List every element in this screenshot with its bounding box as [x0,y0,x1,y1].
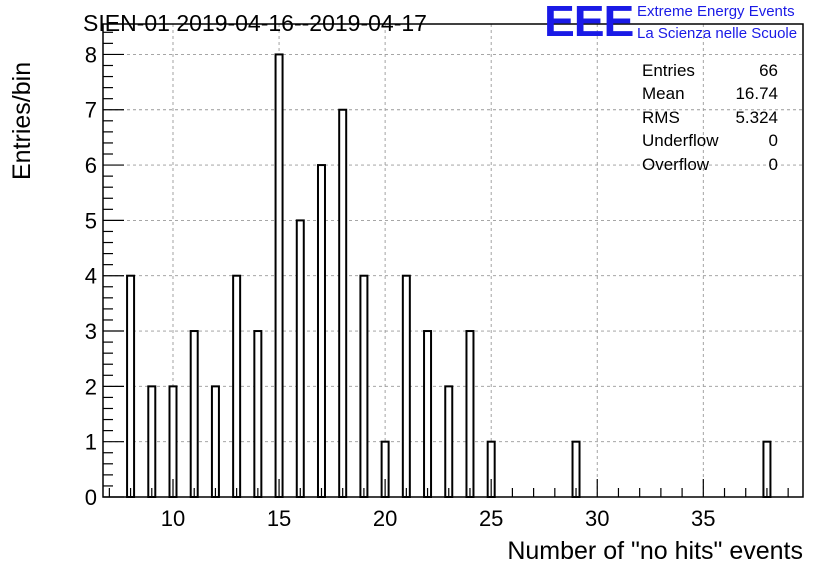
y-axis-label: Entries/bin [8,61,36,180]
x-tick-label: 25 [479,506,503,531]
stats-value: 66 [759,61,778,80]
x-axis-label: Number of "no hits" events [507,537,803,565]
stats-row-overflow: Overflow 0 [642,155,778,178]
histogram-bar [444,385,454,498]
y-tick-label: 4 [85,264,97,289]
histogram-bar [423,330,433,498]
axis-ticks [103,31,789,498]
y-tick-label: 0 [85,485,97,510]
x-tick-label: 10 [161,506,185,531]
histogram-bar [359,274,369,498]
x-tick-label: 15 [267,506,291,531]
histogram-bars [126,53,772,499]
chart-title: SIEN-01 2019-04-16--2019-04-17 [83,10,427,36]
stats-value: 16.74 [735,84,778,104]
axis-tick-labels: 10 15 20 25 30 35 0 1 2 3 4 5 6 7 8 [85,42,716,531]
logo-line-1: Extreme Energy Events [637,3,795,20]
y-tick-label: 1 [85,430,97,455]
histogram-bar [316,164,326,498]
stats-label: Entries [642,61,695,80]
histogram-bar [465,330,475,498]
histogram-bar [210,385,220,498]
stats-value: 5.324 [735,107,778,127]
histogram-bar [147,385,157,498]
stats-row-rms: RMS 5.324 [642,108,778,131]
x-tick-label: 35 [691,506,715,531]
histogram-bar [189,330,199,498]
stats-row-entries: Entries 66 [642,61,778,84]
y-tick-label: 5 [85,208,97,233]
stats-label: Mean [642,84,685,104]
y-tick-label: 8 [85,42,97,67]
histogram-bar [232,274,242,498]
y-tick-label: 6 [85,153,97,178]
stats-row-underflow: Underflow 0 [642,131,778,154]
stats-value: 0 [768,154,778,174]
y-tick-label: 2 [85,374,97,399]
stats-value: 0 [768,131,778,151]
eee-logo: EEE [544,0,634,46]
histogram-bar [295,219,305,498]
stats-label: RMS [642,107,680,127]
stats-label: Underflow [642,131,719,151]
stats-row-mean: Mean 16.74 [642,84,778,107]
y-tick-label: 3 [85,319,97,344]
histogram-bar [126,274,136,498]
stats-label: Overflow [642,154,710,174]
x-tick-label: 20 [373,506,397,531]
histogram-bar [253,330,263,498]
plot-frame [102,23,804,498]
y-tick-label: 7 [85,98,97,123]
histogram-bar [274,53,284,498]
histogram-bar [401,274,411,498]
x-tick-label: 30 [585,506,609,531]
histogram-bar [338,108,348,498]
stats-box: Entries 66 Mean 16.74 RMS 5.324 Underflo… [642,61,778,178]
logo-line-2: La Scienza nelle Scuole [637,25,798,42]
